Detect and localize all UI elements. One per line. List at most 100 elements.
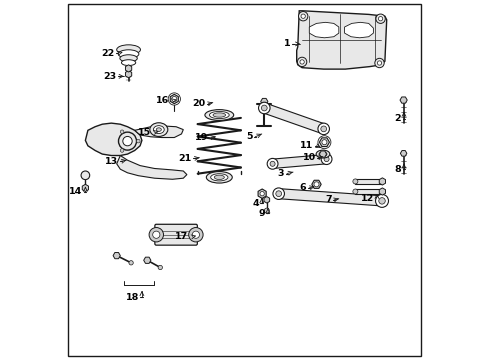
Circle shape <box>188 228 203 242</box>
Circle shape <box>321 140 326 145</box>
Ellipse shape <box>214 175 224 180</box>
Circle shape <box>378 198 385 204</box>
Circle shape <box>266 158 277 169</box>
Circle shape <box>374 58 384 68</box>
Ellipse shape <box>316 150 329 158</box>
Polygon shape <box>125 65 131 72</box>
Circle shape <box>258 102 269 114</box>
Text: 6: 6 <box>299 184 306 193</box>
Circle shape <box>297 57 306 67</box>
Ellipse shape <box>213 113 225 117</box>
Polygon shape <box>272 154 326 168</box>
Text: 17: 17 <box>175 233 188 242</box>
Polygon shape <box>125 71 131 78</box>
Text: 22: 22 <box>102 49 115 58</box>
Polygon shape <box>134 126 183 138</box>
Text: 15: 15 <box>138 128 151 137</box>
Text: 14: 14 <box>69 187 82 196</box>
Circle shape <box>129 261 133 265</box>
Circle shape <box>321 154 331 165</box>
Circle shape <box>313 182 318 187</box>
Polygon shape <box>309 22 338 38</box>
Circle shape <box>149 228 163 242</box>
Text: 5: 5 <box>245 132 252 141</box>
Circle shape <box>320 126 326 132</box>
Polygon shape <box>264 197 269 203</box>
Ellipse shape <box>117 45 140 55</box>
Circle shape <box>118 132 136 150</box>
Text: 23: 23 <box>103 72 116 81</box>
Ellipse shape <box>149 123 167 136</box>
Circle shape <box>352 179 357 184</box>
Polygon shape <box>379 178 385 185</box>
Circle shape <box>152 231 160 238</box>
Polygon shape <box>296 11 386 69</box>
Text: 2: 2 <box>394 114 400 123</box>
Polygon shape <box>143 257 151 264</box>
Circle shape <box>324 157 328 162</box>
Ellipse shape <box>206 172 232 183</box>
Ellipse shape <box>120 55 137 62</box>
Circle shape <box>352 189 357 194</box>
Text: 7: 7 <box>325 195 331 204</box>
Text: 9: 9 <box>258 209 264 217</box>
Circle shape <box>275 191 281 197</box>
Polygon shape <box>311 180 321 188</box>
Text: 4: 4 <box>252 199 258 208</box>
Polygon shape <box>170 94 178 104</box>
Circle shape <box>120 130 123 134</box>
Circle shape <box>264 208 269 213</box>
Polygon shape <box>258 189 265 198</box>
Circle shape <box>81 171 89 180</box>
Circle shape <box>260 192 264 196</box>
Text: 21: 21 <box>178 154 192 163</box>
Circle shape <box>171 96 177 102</box>
Polygon shape <box>113 252 120 259</box>
Circle shape <box>136 139 140 143</box>
Polygon shape <box>85 123 142 156</box>
Text: 12: 12 <box>360 194 373 203</box>
Circle shape <box>120 149 123 152</box>
Text: 11: 11 <box>300 141 313 150</box>
Text: 20: 20 <box>192 99 205 108</box>
Circle shape <box>378 17 382 21</box>
Circle shape <box>272 188 284 199</box>
Circle shape <box>317 123 329 135</box>
Circle shape <box>298 12 307 21</box>
Polygon shape <box>82 184 88 192</box>
Polygon shape <box>379 188 385 195</box>
Polygon shape <box>400 150 406 156</box>
Text: 16: 16 <box>155 96 168 105</box>
Ellipse shape <box>210 174 227 181</box>
Polygon shape <box>319 138 329 147</box>
Circle shape <box>375 14 385 23</box>
Circle shape <box>299 60 304 64</box>
Circle shape <box>122 136 132 146</box>
Ellipse shape <box>318 152 326 157</box>
Circle shape <box>269 161 275 166</box>
Ellipse shape <box>153 126 164 134</box>
Text: 13: 13 <box>105 157 118 166</box>
Text: 19: 19 <box>195 133 208 142</box>
Text: 3: 3 <box>277 169 284 178</box>
Polygon shape <box>344 22 373 38</box>
Polygon shape <box>278 189 382 206</box>
Ellipse shape <box>121 60 136 66</box>
Circle shape <box>192 231 199 238</box>
Circle shape <box>377 61 381 65</box>
Ellipse shape <box>204 110 233 121</box>
Polygon shape <box>399 97 407 103</box>
Polygon shape <box>117 156 186 179</box>
Text: 18: 18 <box>125 292 139 302</box>
Circle shape <box>261 105 266 111</box>
Polygon shape <box>355 189 382 194</box>
Text: 1: 1 <box>283 40 289 49</box>
Circle shape <box>301 14 305 18</box>
Polygon shape <box>355 179 382 184</box>
Polygon shape <box>262 103 325 134</box>
Ellipse shape <box>156 128 161 131</box>
Polygon shape <box>260 98 267 105</box>
Ellipse shape <box>209 112 229 119</box>
Circle shape <box>158 265 162 270</box>
FancyBboxPatch shape <box>155 224 197 245</box>
